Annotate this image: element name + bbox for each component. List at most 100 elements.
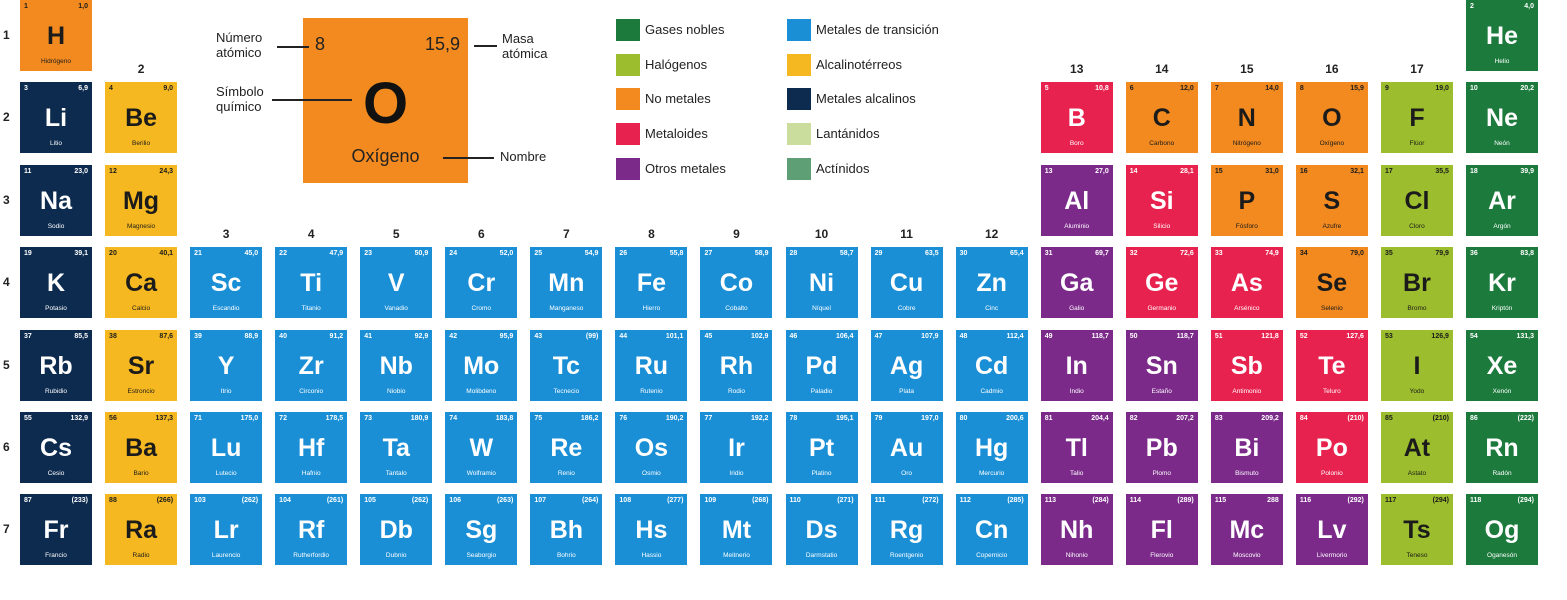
atomic-mass: 107,9: [921, 332, 939, 340]
element-name: Lutecio: [215, 470, 237, 477]
atomic-number: 8: [1299, 85, 1304, 93]
element-cell: 76 190,2 Os Osmio: [615, 412, 688, 483]
element-cell: 80 200,6 Hg Mercurio: [955, 412, 1028, 483]
label-line: Número: [216, 30, 263, 45]
element-cell: 38 87,6 Sr Estroncio: [105, 329, 178, 401]
element-name: Mercurio: [979, 470, 1005, 477]
element-cell: 1 1,0 H Hidrógeno: [20, 0, 92, 71]
atomic-number: 39: [194, 332, 202, 340]
key-box: 8 15,9 O Oxígeno: [303, 18, 468, 183]
element-name: Francio: [45, 552, 67, 560]
element-symbol: Hg: [974, 434, 1009, 462]
element-cell: 85 (210) At Astato: [1380, 412, 1453, 483]
element-cell: 19 39,1 K Potasio: [20, 247, 92, 319]
atomic-number: 42: [449, 332, 458, 340]
atomic-mass: 55,8: [669, 250, 684, 258]
element-symbol: Sc: [210, 269, 242, 298]
element-cell: 31 69,7 Ga Galio: [1040, 247, 1113, 319]
element-name: Bohrio: [556, 552, 576, 560]
atomic-mass: (233): [71, 497, 88, 505]
element-symbol: Rh: [719, 351, 754, 380]
element-symbol: Nh: [1060, 516, 1094, 545]
element-symbol: Cu: [889, 269, 924, 298]
element-name: Hierro: [642, 305, 661, 313]
atomic-number: 53: [1384, 332, 1393, 340]
element-cell: 7 14,0 N Nitrógeno: [1210, 82, 1283, 154]
legend-swatch: [787, 19, 811, 41]
legend-swatch: [787, 123, 811, 146]
element-cell: 27 58,9 Co Cobalto: [700, 247, 773, 319]
atomic-mass: 14,0: [1265, 85, 1279, 93]
atomic-mass: 183,8: [495, 415, 514, 422]
element-cell: 73 180,9 Ta Tantalo: [360, 412, 433, 483]
element-name: Bromo: [1407, 305, 1427, 313]
element-cell: 12 24,3 Mg Magnesio: [105, 164, 178, 236]
element-cell: 83 209,2 Bi Bismuto: [1210, 412, 1283, 483]
atomic-number: 32: [1129, 250, 1138, 258]
atomic-mass: (266): [156, 497, 174, 505]
element-cell: 77 192,2 Ir Iridio: [700, 412, 773, 483]
element-symbol: Rn: [1485, 434, 1519, 462]
atomic-mass: (263): [496, 497, 514, 505]
legend-label: No metales: [645, 91, 711, 107]
element-symbol: Be: [125, 104, 158, 133]
element-cell: 114 (289) Fl Flerovio: [1125, 494, 1198, 566]
element-cell: 107 (264) Bh Bohrio: [530, 494, 603, 566]
element-cell: 44 101,1 Ru Rutenio: [615, 329, 688, 401]
element-cell: 14 28,1 Si Silicio: [1125, 164, 1198, 236]
atomic-number: 76: [619, 415, 628, 422]
element-name: Renio: [557, 470, 575, 477]
element-cell: 45 102,9 Rh Rodio: [700, 329, 773, 401]
atomic-mass: 95,9: [499, 332, 514, 340]
element-name: Hidrógeno: [41, 58, 71, 65]
atomic-mass: 180,9: [410, 415, 429, 422]
element-name: Roentgenio: [889, 552, 924, 560]
atomic-mass: 9,0: [163, 85, 174, 93]
atomic-mass: 192,2: [750, 415, 769, 422]
atomic-mass: (261): [326, 497, 344, 505]
element-name: Cesio: [47, 470, 65, 477]
element-cell: 56 137,3 Ba Bario: [105, 412, 178, 483]
element-cell: 46 106,4 Pd Paladio: [785, 329, 858, 401]
atomic-number: 36: [1470, 250, 1478, 258]
atomic-number: 49: [1044, 332, 1053, 340]
atomic-mass: 207,2: [1176, 415, 1194, 422]
atomic-number: 3: [24, 85, 28, 93]
element-name: Radón: [1492, 470, 1512, 477]
atomic-mass: (262): [411, 497, 429, 505]
atomic-number: 27: [704, 250, 713, 258]
atomic-number: 86: [1470, 415, 1478, 422]
element-cell: 108 (277) Hs Hassio: [615, 494, 688, 566]
key-name-label: Nombre: [500, 149, 547, 164]
atomic-number: 14: [1129, 167, 1138, 175]
atomic-mass: 6,9: [78, 85, 88, 93]
legend-label: Lantánidos: [816, 126, 880, 142]
element-name: Plata: [899, 387, 914, 395]
atomic-number: 112: [959, 497, 971, 505]
atomic-number: 34: [1299, 250, 1308, 258]
element-name: Azufre: [1322, 222, 1342, 230]
element-name: Hafnio: [301, 470, 321, 477]
element-name: Polonio: [1321, 470, 1343, 477]
group-label: 10: [814, 227, 829, 242]
element-symbol: Te: [1318, 351, 1346, 380]
element-symbol: Mn: [548, 269, 585, 298]
atomic-number: 118: [1470, 497, 1482, 505]
element-symbol: Pt: [809, 434, 835, 462]
atomic-number: 45: [704, 332, 713, 340]
atomic-number: 114: [1129, 497, 1142, 505]
atomic-mass: 190,2: [665, 415, 684, 422]
element-name: Talio: [1070, 470, 1084, 477]
element-name: Copernicio: [976, 552, 1008, 560]
atomic-mass: 72,6: [1180, 250, 1194, 258]
element-name: Arsénico: [1234, 305, 1260, 313]
atomic-number: 28: [789, 250, 798, 258]
atomic-mass: (222): [1517, 415, 1535, 422]
group-label: 16: [1325, 62, 1339, 77]
atomic-mass: 79,0: [1350, 250, 1364, 258]
atomic-mass: (292): [1347, 497, 1364, 505]
label-line: Masa: [502, 31, 534, 46]
group-label: 2: [137, 62, 145, 77]
period-label: 2: [3, 110, 10, 125]
period-label: 3: [3, 192, 10, 207]
